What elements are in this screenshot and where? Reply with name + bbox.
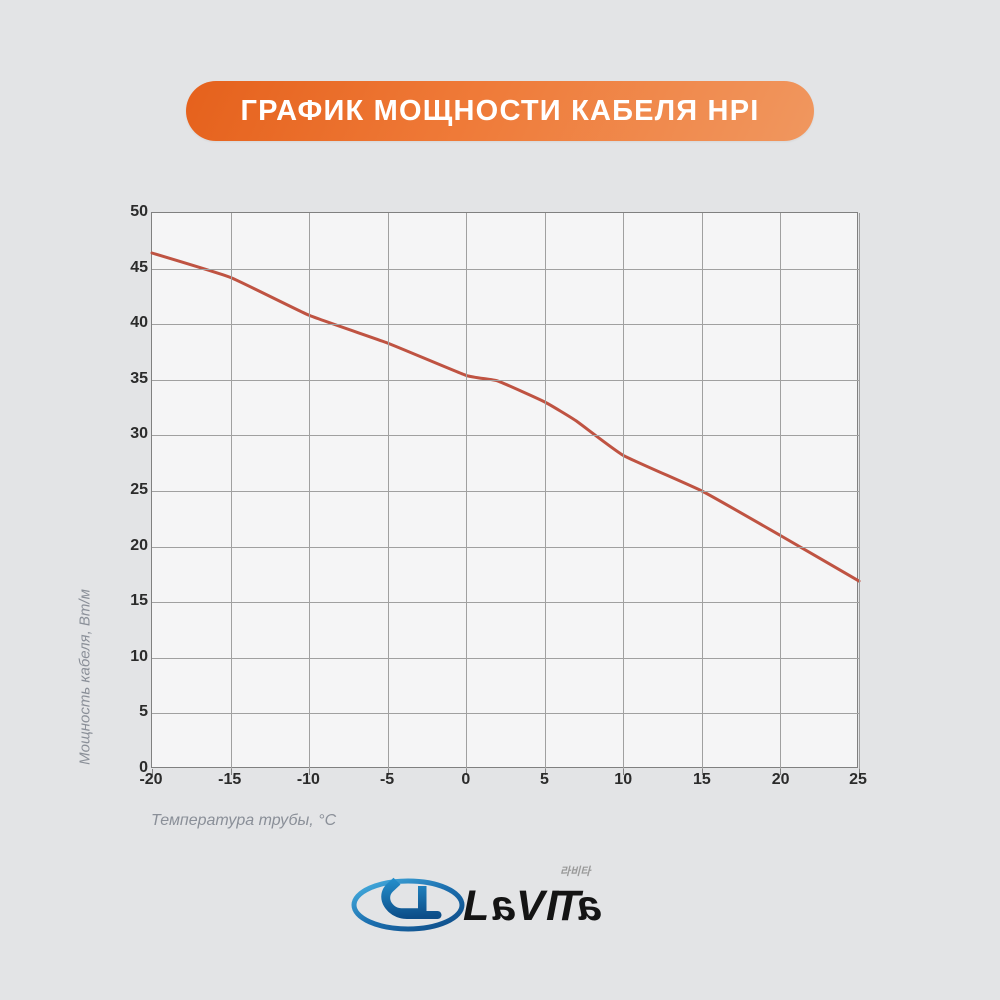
svg-text:라비타: 라비타 <box>560 865 592 878</box>
svg-text:L: L <box>463 882 489 930</box>
svg-text:a: a <box>491 882 515 930</box>
svg-text:a: a <box>577 882 601 930</box>
svg-text:V: V <box>516 882 548 930</box>
